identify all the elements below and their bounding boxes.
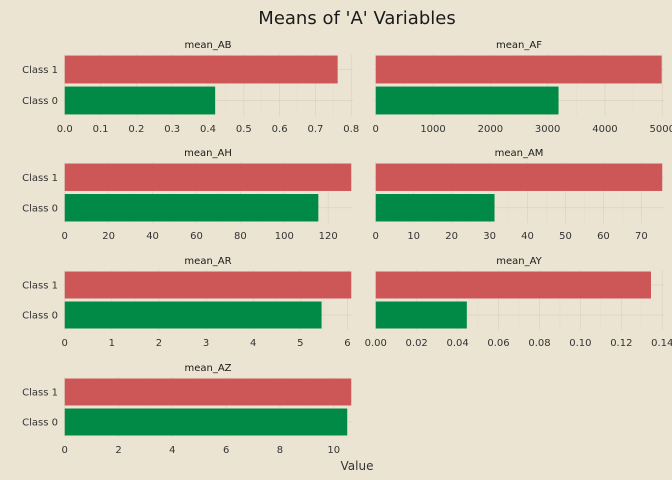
tick-label-mean-am: 0 <box>373 231 379 242</box>
tick-label-mean-ar: 6 <box>344 338 350 349</box>
panel-title-mean-ay: mean_AY <box>496 256 542 267</box>
panel-title-mean-ah: mean_AH <box>184 148 232 159</box>
tick-label-mean-ar: 0 <box>62 338 68 349</box>
tick-label-mean-ar: 3 <box>203 338 209 349</box>
tick-label-mean-af: 3000 <box>535 124 560 135</box>
tick-label-mean-af: 4000 <box>592 124 617 135</box>
category-label-class-0: Class 0 <box>22 203 58 214</box>
tick-label-mean-ab: 0.3 <box>164 124 180 135</box>
tick-label-mean-az: 0 <box>62 445 68 456</box>
facet-panels: mean_AB Class 1 Class 0 0.0 0.1 0.2 0.3 0.4 0.5 0… <box>22 40 672 456</box>
bar-mean-ay-class-1 <box>375 271 652 299</box>
tick-label-mean-ah: 20 <box>102 231 115 242</box>
bar-mean-ah-class-1 <box>64 163 352 191</box>
bar-mean-ar-class-0 <box>64 301 322 329</box>
bar-mean-af-class-1 <box>375 55 662 84</box>
panel-mean-ay: mean_AY 0.00 0.02 0.04 0.06 0.08 0.10 0.12 0.14 <box>365 256 672 349</box>
tick-label-mean-ar: 4 <box>250 338 256 349</box>
tick-label-mean-ah: 80 <box>234 231 247 242</box>
bar-mean-az-class-0 <box>64 408 348 436</box>
tick-label-mean-ay: 0.14 <box>651 338 672 349</box>
tick-label-mean-am: 70 <box>635 231 648 242</box>
tick-label-mean-am: 50 <box>559 231 572 242</box>
panel-mean-am: mean_AM 0 10 20 30 40 50 60 70 <box>373 148 664 242</box>
category-label-class-0: Class 0 <box>22 96 58 107</box>
tick-label-mean-ab: 0.5 <box>236 124 252 135</box>
panel-mean-ah: mean_AH Class 1 Class 0 0 20 40 60 80 100 120 <box>22 148 353 242</box>
category-label-class-1: Class 1 <box>22 65 58 76</box>
panel-title-mean-ar: mean_AR <box>184 256 231 267</box>
panel-title-mean-af: mean_AF <box>496 40 542 51</box>
category-label-class-1: Class 1 <box>22 281 58 292</box>
bar-mean-am-class-0 <box>375 194 495 222</box>
bar-mean-az-class-1 <box>64 378 352 406</box>
tick-label-mean-ah: 120 <box>319 231 338 242</box>
tick-label-mean-am: 20 <box>445 231 458 242</box>
tick-label-mean-am: 30 <box>483 231 496 242</box>
tick-label-mean-ab: 0.7 <box>307 124 323 135</box>
tick-label-mean-ah: 60 <box>190 231 203 242</box>
bar-mean-af-class-0 <box>375 86 559 115</box>
tick-label-mean-af: 2000 <box>478 124 503 135</box>
panel-title-mean-am: mean_AM <box>495 148 544 159</box>
category-label-class-0: Class 0 <box>22 311 58 322</box>
tick-label-mean-ab: 0.4 <box>200 124 216 135</box>
tick-label-mean-af: 5000 <box>650 124 672 135</box>
tick-label-mean-ar: 2 <box>156 338 162 349</box>
tick-label-mean-ab: 0.6 <box>272 124 288 135</box>
category-label-class-0: Class 0 <box>22 418 58 429</box>
panel-title-mean-az: mean_AZ <box>184 363 231 374</box>
tick-label-mean-ah: 40 <box>146 231 159 242</box>
tick-label-mean-ab: 0.2 <box>128 124 144 135</box>
tick-label-mean-am: 10 <box>407 231 420 242</box>
tick-label-mean-am: 40 <box>521 231 534 242</box>
x-axis-label: Value <box>341 459 374 473</box>
tick-label-mean-ab: 0.1 <box>93 124 109 135</box>
bar-mean-ar-class-1 <box>64 271 352 299</box>
tick-label-mean-ay: 0.10 <box>569 338 591 349</box>
tick-label-mean-am: 60 <box>597 231 610 242</box>
bar-mean-ah-class-0 <box>64 194 319 222</box>
tick-label-mean-ay: 0.06 <box>487 338 509 349</box>
tick-label-mean-az: 10 <box>327 445 340 456</box>
tick-label-mean-az: 4 <box>169 445 175 456</box>
tick-label-mean-ab: 0.8 <box>343 124 359 135</box>
tick-label-mean-ay: 0.04 <box>446 338 468 349</box>
tick-label-mean-ah: 0 <box>62 231 68 242</box>
bar-mean-ab-class-0 <box>64 86 216 115</box>
tick-label-mean-ay: 0.12 <box>610 338 632 349</box>
tick-label-mean-az: 6 <box>223 445 229 456</box>
tick-label-mean-az: 8 <box>277 445 283 456</box>
tick-label-mean-ar: 5 <box>297 338 303 349</box>
panel-mean-ar: mean_AR Class 1 Class 0 0 1 2 3 4 5 6 <box>22 256 353 349</box>
panel-title-mean-ab: mean_AB <box>184 40 231 51</box>
bar-mean-am-class-1 <box>375 163 663 191</box>
category-label-class-1: Class 1 <box>22 388 58 399</box>
panel-mean-ab: mean_AB Class 1 Class 0 0.0 0.1 0.2 0.3 0.4 0.5 0… <box>22 40 359 135</box>
bar-mean-ay-class-0 <box>375 301 467 329</box>
tick-label-mean-ay: 0.08 <box>528 338 550 349</box>
tick-label-mean-af: 0 <box>373 124 379 135</box>
tick-label-mean-az: 2 <box>115 445 121 456</box>
tick-label-mean-ah: 100 <box>275 231 294 242</box>
chart-title: Means of 'A' Variables <box>258 8 455 29</box>
tick-label-mean-ay: 0.02 <box>406 338 428 349</box>
bar-mean-ab-class-1 <box>64 55 338 84</box>
panel-mean-af: mean_AF 0 1000 2000 3000 4000 5000 <box>373 40 672 135</box>
tick-label-mean-af: 1000 <box>420 124 445 135</box>
panel-mean-az: mean_AZ Class 1 Class 0 0 2 4 6 8 10 <box>22 363 353 456</box>
tick-label-mean-ab: 0.0 <box>57 124 73 135</box>
tick-label-mean-ay: 0.00 <box>365 338 387 349</box>
tick-label-mean-ar: 1 <box>109 338 115 349</box>
category-label-class-1: Class 1 <box>22 173 58 184</box>
